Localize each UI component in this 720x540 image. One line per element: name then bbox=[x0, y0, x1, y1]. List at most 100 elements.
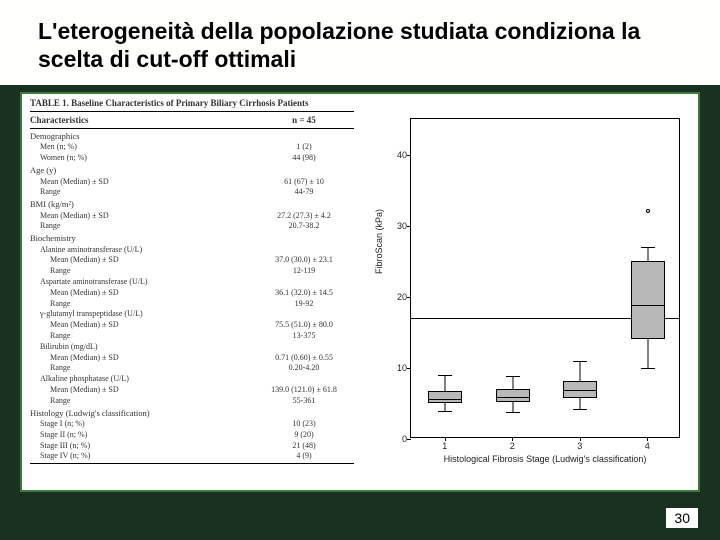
table-cell bbox=[254, 164, 354, 176]
chart-ylabel: FibroScan (kPa) bbox=[374, 209, 384, 274]
content-panel: TABLE 1. Baseline Characteristics of Pri… bbox=[20, 92, 700, 492]
table-cell: Bilirubin (mg/dL) bbox=[30, 342, 254, 353]
table-row: Men (n; %)1 (2) bbox=[30, 142, 354, 153]
table-cell: Stage I (n; %) bbox=[30, 419, 254, 430]
table-row: Mean (Median) ± SD61 (67) ± 10 bbox=[30, 177, 354, 188]
table-row: BMI (kg/m²) bbox=[30, 198, 354, 210]
table-cell bbox=[254, 198, 354, 210]
table-body: DemographicsMen (n; %)1 (2)Women (n; %)4… bbox=[30, 130, 354, 462]
table-row: Range55-361 bbox=[30, 396, 354, 407]
table-cell: BMI (kg/m²) bbox=[30, 199, 254, 210]
table-row: Mean (Median) ± SD0.71 (0.60) ± 0.55 bbox=[30, 353, 354, 364]
table-cell: Mean (Median) ± SD bbox=[30, 288, 254, 299]
table-cell: Biochemistry bbox=[30, 233, 254, 244]
table-cell: 44-79 bbox=[254, 187, 354, 198]
table-cell bbox=[254, 309, 354, 320]
table-cell: Mean (Median) ± SD bbox=[30, 353, 254, 364]
table-cell: Mean (Median) ± SD bbox=[30, 177, 254, 188]
table-row: Bilirubin (mg/dL) bbox=[30, 342, 354, 353]
table-cell bbox=[254, 342, 354, 353]
table-cell: Range bbox=[30, 396, 254, 407]
table-cell: 55-361 bbox=[254, 396, 354, 407]
table-cell: Range bbox=[30, 331, 254, 342]
table-cell: Mean (Median) ± SD bbox=[30, 320, 254, 331]
table-cell: 0.20-4.20 bbox=[254, 363, 354, 374]
table-cell: γ-glutamyl transpeptidase (U/L) bbox=[30, 309, 254, 320]
table-cell: 1 (2) bbox=[254, 142, 354, 153]
table-cell: Alanine aminotransferase (U/L) bbox=[30, 245, 254, 256]
table-row: Alkaline phosphatase (U/L) bbox=[30, 374, 354, 385]
table-cell: 10 (23) bbox=[254, 419, 354, 430]
table-cell: 4 (9) bbox=[254, 451, 354, 462]
table-cell: Range bbox=[30, 363, 254, 374]
table-row: Mean (Median) ± SD27.2 (27.3) ± 4.2 bbox=[30, 211, 354, 222]
table-row: Range0.20-4.20 bbox=[30, 363, 354, 374]
table-rule-bottom bbox=[30, 463, 354, 464]
table-cell: 139.0 (121.0) ± 61.8 bbox=[254, 385, 354, 396]
table-cell bbox=[254, 407, 354, 419]
table-cell: Range bbox=[30, 187, 254, 198]
table-cell: Women (n; %) bbox=[30, 153, 254, 164]
table-row: Alanine aminotransferase (U/L) bbox=[30, 245, 354, 256]
table-cell: Mean (Median) ± SD bbox=[30, 211, 254, 222]
table-header-col2: n = 45 bbox=[254, 115, 354, 125]
table-row: Stage III (n; %)21 (48) bbox=[30, 441, 354, 452]
table-cell: Mean (Median) ± SD bbox=[30, 255, 254, 266]
boxplot-group bbox=[647, 119, 648, 439]
table-cell: Histology (Ludwig's classification) bbox=[30, 408, 254, 419]
table-row: Range20.7-38.2 bbox=[30, 221, 354, 232]
table-cell: Mean (Median) ± SD bbox=[30, 385, 254, 396]
table-cell: Stage IV (n; %) bbox=[30, 451, 254, 462]
table-cell: Stage II (n; %) bbox=[30, 430, 254, 441]
table-cell: 19-92 bbox=[254, 299, 354, 310]
table-row: Women (n; %)44 (98) bbox=[30, 153, 354, 164]
table-cell: 21 (48) bbox=[254, 441, 354, 452]
table-row: Age (y) bbox=[30, 164, 354, 176]
table-row: Stage IV (n; %)4 (9) bbox=[30, 451, 354, 462]
table-row: Range13-375 bbox=[30, 331, 354, 342]
table-row: Demographics bbox=[30, 130, 354, 142]
boxplot-group bbox=[445, 119, 446, 439]
page-number: 30 bbox=[666, 508, 698, 528]
slide-title: L'eterogeneità della popolazione studiat… bbox=[38, 18, 678, 73]
table-cell: Range bbox=[30, 266, 254, 277]
table-cell: Range bbox=[30, 299, 254, 310]
table-cell: Aspartate aminotransferase (U/L) bbox=[30, 277, 254, 288]
table-cell: 13-375 bbox=[254, 331, 354, 342]
table-row: Histology (Ludwig's classification) bbox=[30, 407, 354, 419]
slide: L'eterogeneità della popolazione studiat… bbox=[0, 0, 720, 540]
table-row: Mean (Median) ± SD75.5 (51.0) ± 80.0 bbox=[30, 320, 354, 331]
table-row: Stage I (n; %)10 (23) bbox=[30, 419, 354, 430]
chart-ytick-mark bbox=[407, 297, 411, 298]
boxplot-group bbox=[512, 119, 513, 439]
table-caption: TABLE 1. Baseline Characteristics of Pri… bbox=[30, 98, 354, 108]
table-cell bbox=[254, 374, 354, 385]
table-row: Aspartate aminotransferase (U/L) bbox=[30, 277, 354, 288]
chart-panel: FibroScan (kPa) 0102030401234 Histologic… bbox=[362, 94, 698, 490]
table-panel: TABLE 1. Baseline Characteristics of Pri… bbox=[22, 94, 362, 490]
table-header: Characteristics n = 45 bbox=[30, 113, 354, 127]
table-cell: Demographics bbox=[30, 131, 254, 142]
chart-area: 0102030401234 bbox=[410, 118, 680, 438]
table-cell: Alkaline phosphatase (U/L) bbox=[30, 374, 254, 385]
boxplot-group bbox=[580, 119, 581, 439]
table-cell: Men (n; %) bbox=[30, 142, 254, 153]
table-cell bbox=[254, 245, 354, 256]
table-cell: 12-119 bbox=[254, 266, 354, 277]
table-cell: Age (y) bbox=[30, 165, 254, 176]
table-cell bbox=[254, 130, 354, 142]
table-row: Mean (Median) ± SD37.0 (30.0) ± 23.1 bbox=[30, 255, 354, 266]
table-cell: 75.5 (51.0) ± 80.0 bbox=[254, 320, 354, 331]
chart-ytick-mark bbox=[407, 439, 411, 440]
table-row: Mean (Median) ± SD139.0 (121.0) ± 61.8 bbox=[30, 385, 354, 396]
table-cell: 61 (67) ± 10 bbox=[254, 177, 354, 188]
table-header-col1: Characteristics bbox=[30, 115, 254, 125]
table-cell: Range bbox=[30, 221, 254, 232]
chart-ytick-mark bbox=[407, 226, 411, 227]
table-cell: 27.2 (27.3) ± 4.2 bbox=[254, 211, 354, 222]
table-row: Range44-79 bbox=[30, 187, 354, 198]
table-cell: Stage III (n; %) bbox=[30, 441, 254, 452]
chart-ytick-mark bbox=[407, 368, 411, 369]
chart-ytick-mark bbox=[407, 155, 411, 156]
table-row: Range12-119 bbox=[30, 266, 354, 277]
